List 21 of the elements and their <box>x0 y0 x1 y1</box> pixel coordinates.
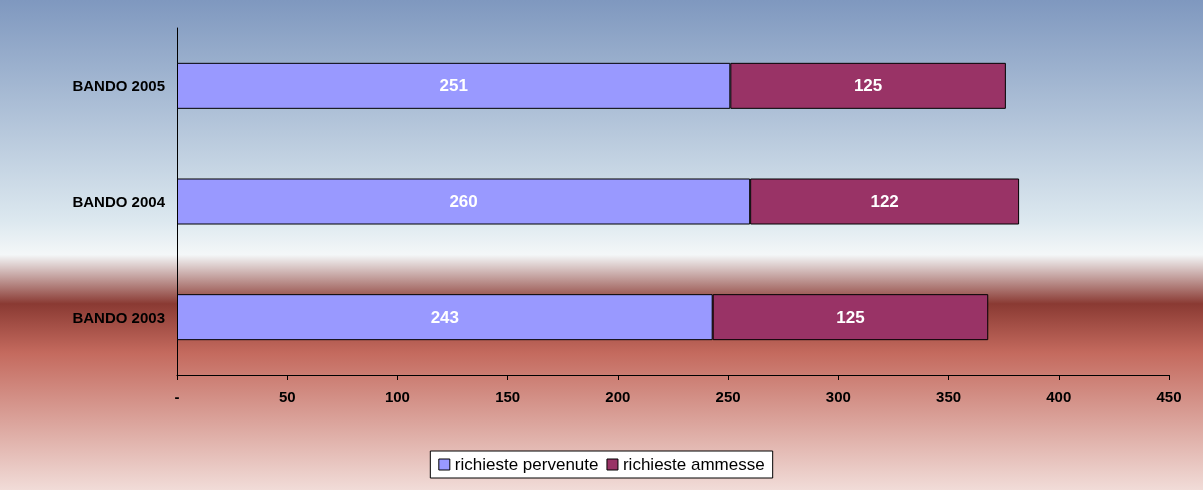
x-tick-label: 350 <box>936 388 962 405</box>
legend-label: richieste ammesse <box>622 455 765 474</box>
x-tick-label: 200 <box>605 388 631 405</box>
y-tick-label: BANDO 2003 <box>72 308 165 326</box>
data-label: 251 <box>439 76 468 96</box>
x-tick-label: 50 <box>278 388 296 405</box>
x-tick-label: 300 <box>825 388 851 405</box>
x-tick-label: 150 <box>495 388 521 405</box>
legend-label: richieste pervenute <box>454 455 599 474</box>
data-label: 243 <box>430 307 460 327</box>
y-tick-label: BANDO 2004 <box>72 193 166 210</box>
data-label: 122 <box>870 192 899 211</box>
y-tick-label: BANDO 2005 <box>72 77 165 95</box>
x-tick-label: 100 <box>384 388 410 405</box>
data-label: 125 <box>836 307 865 327</box>
data-label: 260 <box>449 192 478 211</box>
x-tick-label: 250 <box>715 388 741 405</box>
x-tick-label: - <box>174 388 180 405</box>
x-tick-label: 400 <box>1046 388 1072 405</box>
data-label: 125 <box>853 76 883 96</box>
x-tick-label: 450 <box>1156 388 1182 405</box>
